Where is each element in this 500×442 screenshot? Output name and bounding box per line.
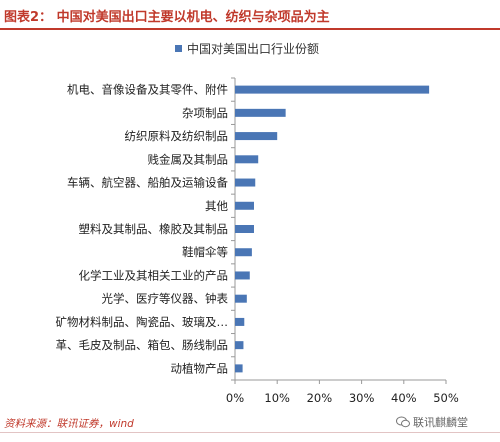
category-label: 矿物材料制品、陶瓷品、玻璃及…: [56, 315, 229, 329]
category-label: 动植物产品: [171, 361, 229, 375]
bar: [235, 248, 252, 257]
bar: [235, 132, 278, 141]
category-label: 光学、医疗等仪器、钟表: [102, 292, 229, 306]
category-label: 化学工业及其相关工业的产品: [79, 268, 229, 282]
watermark: 联讯麒麟堂: [396, 414, 468, 430]
category-label: 塑料及其制品、橡胶及其制品: [79, 222, 229, 236]
footer-divider: [0, 432, 500, 433]
x-tick-label: 10%: [264, 391, 290, 405]
category-label: 杂项制品: [182, 106, 228, 120]
bar: [235, 271, 250, 280]
bar: [235, 225, 254, 233]
category-label: 其他: [205, 199, 228, 213]
x-tick-label: 30%: [349, 391, 375, 405]
x-tick-label: 40%: [391, 391, 417, 405]
legend-label: 中国对美国出口行业份额: [187, 41, 319, 56]
title-divider: [0, 28, 500, 30]
category-label: 车辆、航空器、船舶及运输设备: [67, 176, 228, 190]
bar: [235, 155, 259, 164]
watermark-text: 联讯麒麟堂: [413, 416, 468, 429]
source-note: 资料来源：联讯证券，wind: [4, 418, 134, 430]
bar: [235, 178, 256, 187]
bar: [235, 364, 243, 373]
category-label: 贱金属及其制品: [148, 152, 229, 166]
category-label: 纺织原料及纺织制品: [125, 129, 229, 143]
bar: [235, 294, 247, 303]
bar: [235, 85, 430, 94]
category-label: 鞋帽伞等: [182, 245, 228, 259]
legend-swatch: [175, 45, 182, 52]
bar: [235, 317, 245, 326]
title-bar: 图表2： 中国对美国出口主要以机电、纺织与杂项品为主: [0, 0, 500, 28]
bar: [235, 341, 244, 350]
bar: [235, 108, 286, 117]
category-label: 机电、音像设备及其零件、附件: [67, 83, 228, 97]
x-tick-label: 20%: [307, 391, 333, 405]
bar: [235, 201, 254, 210]
wechat-icon: [396, 416, 410, 428]
category-label: 革、毛皮及制品、箱包、肠线制品: [56, 338, 229, 352]
chart-title: 图表2： 中国对美国出口主要以机电、纺织与杂项品为主: [4, 10, 330, 25]
x-tick-label: 0%: [226, 391, 244, 405]
bar-chart: 中国对美国出口行业份额机电、音像设备及其零件、附件杂项制品纺织原料及纺织制品贱金…: [56, 41, 459, 405]
x-tick-label: 50%: [433, 391, 459, 405]
